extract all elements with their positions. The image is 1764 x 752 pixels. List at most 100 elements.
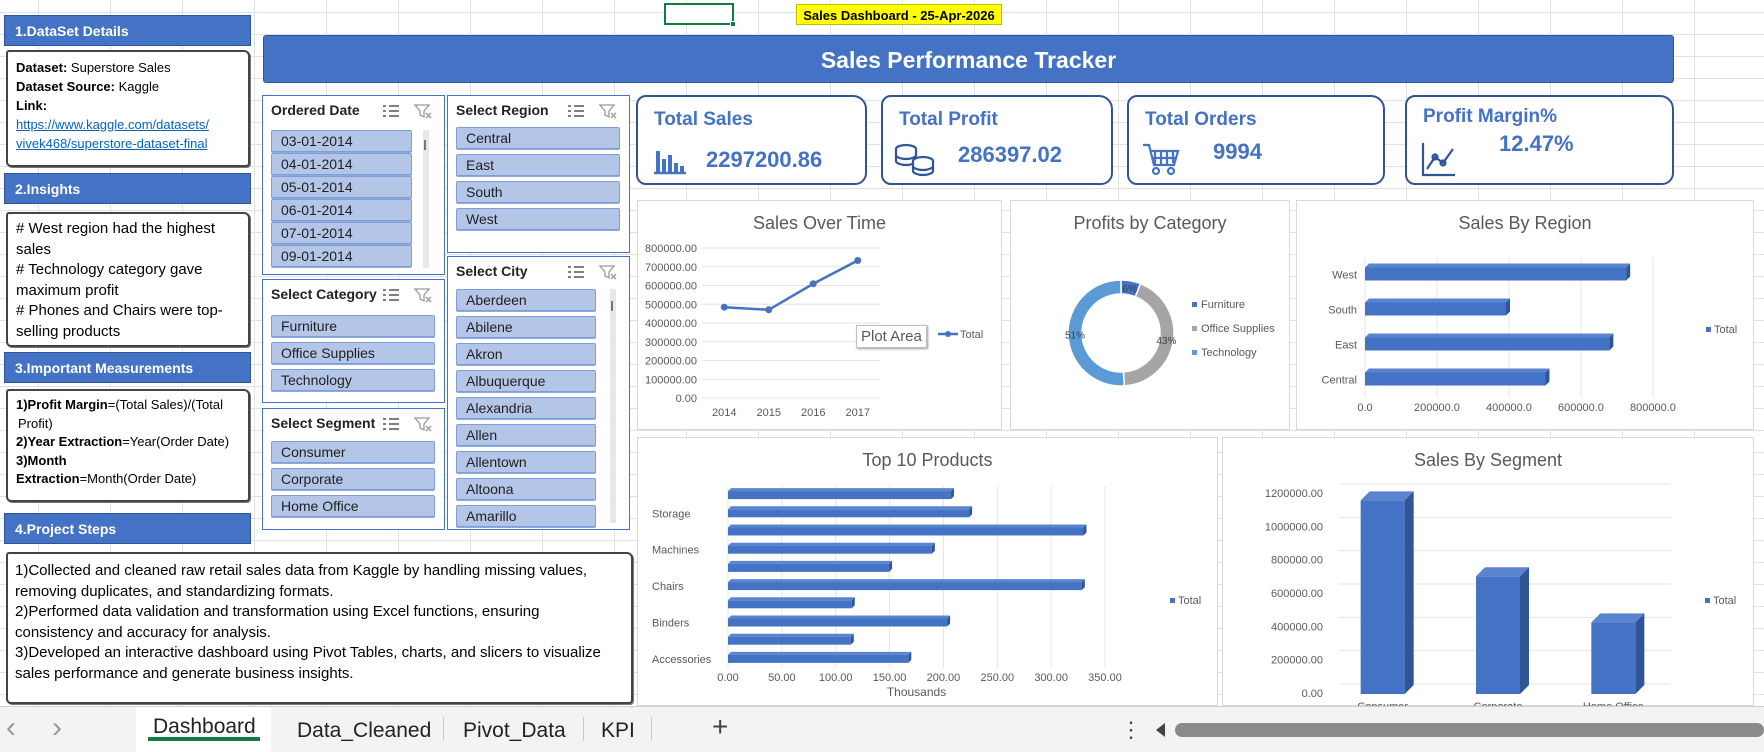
slicer-item[interactable]: 04-01-2014 xyxy=(271,153,412,175)
clear-filter-icon[interactable] xyxy=(413,102,433,120)
slicer-region[interactable]: Select Region Central East South West xyxy=(447,95,630,253)
clear-filter-icon[interactable] xyxy=(413,415,433,433)
slicer-item[interactable]: Allen xyxy=(456,424,596,446)
chart-sales-by-segment[interactable]: Sales By Segment 0.00 200000.00 400000.00 6… xyxy=(1222,437,1754,707)
sheet-options-menu[interactable]: ⋮ xyxy=(1120,717,1142,742)
slicer-title: Ordered Date xyxy=(271,102,360,118)
x-tick-label: 2014 xyxy=(712,407,736,419)
kpi-value: 286397.02 xyxy=(958,142,1062,167)
slicer-category[interactable]: Select Category Furniture Office Supplie… xyxy=(262,279,445,403)
bar-side xyxy=(1635,613,1645,694)
clear-filter-icon[interactable] xyxy=(598,102,618,120)
kpi-value: 9994 xyxy=(1213,139,1262,164)
slicer-ordered-date[interactable]: Ordered Date 03-01-2014 04-01-2014 05-01… xyxy=(262,95,445,275)
scroll-left-arrow[interactable] xyxy=(1156,723,1165,737)
bar xyxy=(728,636,851,645)
slicer-item[interactable]: Corporate xyxy=(271,468,435,490)
slicer-item[interactable]: Altoona xyxy=(456,478,596,500)
kpi-value: 2297200.86 xyxy=(706,147,823,172)
slicer-item[interactable]: Technology xyxy=(271,369,435,391)
next-sheet-button[interactable]: › xyxy=(52,711,62,744)
m3-label-2: Extraction xyxy=(16,471,80,486)
slicer-item[interactable]: Furniture xyxy=(271,315,435,337)
x-tick-label: 600000.0 xyxy=(1558,402,1604,414)
multi-select-icon[interactable] xyxy=(381,286,401,304)
slicer-item[interactable]: South xyxy=(456,181,620,203)
x-tick-label: 350.00 xyxy=(1088,672,1122,684)
y-tick-label: 200000.00 xyxy=(645,356,697,368)
step-line-5: 3)Developed an interactive dashboard usi… xyxy=(15,644,601,661)
steps-header: 4.Project Steps xyxy=(4,513,251,544)
clear-filter-icon[interactable] xyxy=(413,286,433,304)
kpi-profit-margin: Profit Margin% 12.47% xyxy=(1405,95,1674,185)
bar-top xyxy=(728,524,1087,528)
slicer-item[interactable]: 05-01-2014 xyxy=(271,176,412,198)
chart-title: Sales By Segment xyxy=(1413,450,1563,470)
horizontal-scrollbar[interactable] xyxy=(1175,723,1764,737)
data-label: 51% xyxy=(1065,330,1085,341)
kpi-title: Total Sales xyxy=(654,109,753,130)
y-tick-label: 600000.00 xyxy=(1271,588,1323,600)
bar-side xyxy=(947,615,951,627)
legend-label: Total xyxy=(1713,595,1736,607)
slicer-item[interactable]: Alexandria xyxy=(456,397,596,419)
add-sheet-button[interactable]: + xyxy=(712,711,729,742)
y-tick-label: 300000.00 xyxy=(645,337,697,349)
m1-value: =(Total Sales)/(Total xyxy=(107,397,223,412)
chart-sales-over-time[interactable]: Sales Over Time 0.00 100000.00 200000.00 30… xyxy=(637,200,1002,430)
series-line xyxy=(724,259,859,312)
slicer-item[interactable]: Allentown xyxy=(456,451,596,473)
bar-side xyxy=(1545,368,1550,386)
y-tick-label: 400000.00 xyxy=(1271,621,1323,633)
slicer-segment[interactable]: Select Segment Consumer Corporate Home O… xyxy=(262,408,445,530)
slicer-item[interactable]: West xyxy=(456,208,620,230)
chart-top-10-products[interactable]: Top 10 Products 0.00 50.00 100.00 150.00 200… xyxy=(637,437,1218,706)
coins-icon xyxy=(894,143,935,177)
slicer-item[interactable]: East xyxy=(456,154,620,176)
chart-sales-by-region[interactable]: Sales By Region 0.0 200000.0 400000.0 60000… xyxy=(1296,200,1754,430)
prev-sheet-button[interactable]: ‹ xyxy=(6,711,16,744)
clear-filter-icon[interactable] xyxy=(598,263,618,281)
slicer-item[interactable]: Akron xyxy=(456,343,596,365)
slicer-scrollbar[interactable] xyxy=(610,289,616,523)
slicer-item[interactable]: Office Supplies xyxy=(271,342,435,364)
slicer-item[interactable]: Abilene xyxy=(456,316,596,338)
slicer-item[interactable]: 07-01-2014 xyxy=(271,222,412,244)
slicer-city[interactable]: Select City Aberdeen Abilene Akron Albuq… xyxy=(447,256,630,530)
multi-select-icon[interactable] xyxy=(381,102,401,120)
slicer-title: Select Category xyxy=(271,286,377,302)
tab-data-cleaned[interactable]: Data_Cleaned xyxy=(297,719,432,742)
multi-select-icon[interactable] xyxy=(566,102,586,120)
multi-select-icon[interactable] xyxy=(381,415,401,433)
selected-cell[interactable] xyxy=(664,3,734,25)
slicer-item[interactable]: Aberdeen xyxy=(456,289,596,311)
plot-area-tooltip: Plot Area xyxy=(856,325,927,348)
slicer-item[interactable]: Amarillo xyxy=(456,505,596,527)
bar-side xyxy=(908,651,912,663)
slicer-scrollbar[interactable] xyxy=(423,130,429,268)
bar-side xyxy=(1404,491,1414,694)
x-tick-label: Corporate xyxy=(1474,701,1523,707)
bar-side xyxy=(931,542,935,554)
dataset-link[interactable]: https://www.kaggle.com/datasets/vivek468… xyxy=(16,117,209,151)
bar xyxy=(728,545,932,554)
slicer-item[interactable]: Albuquerque xyxy=(456,370,596,392)
slicer-item[interactable]: Central xyxy=(456,127,620,149)
tab-kpi[interactable]: KPI xyxy=(601,719,635,742)
bar-top xyxy=(728,560,893,564)
chart-profits-by-category[interactable]: Profits by Category 6% 43% 51% Furniture Off… xyxy=(1010,200,1290,430)
tab-dashboard[interactable]: Dashboard xyxy=(153,715,256,738)
slicer-item[interactable]: 09-01-2014 xyxy=(271,245,412,267)
m1-value-2: Profit) xyxy=(18,415,53,431)
slicer-item[interactable]: 06-01-2014 xyxy=(271,199,412,221)
multi-select-icon[interactable] xyxy=(566,263,586,281)
sheet-header-cell[interactable]: Sales Dashboard - 25-Apr-2026 xyxy=(796,4,1002,25)
slicer-item[interactable]: Home Office xyxy=(271,495,435,517)
x-tick-label: Consumer xyxy=(1357,701,1408,707)
selected-cell-handle[interactable] xyxy=(730,21,736,27)
legend-swatch xyxy=(1706,327,1711,332)
legend-label: Furniture xyxy=(1201,299,1245,311)
slicer-item[interactable]: 03-01-2014 xyxy=(271,130,412,152)
slicer-item[interactable]: Consumer xyxy=(271,441,435,463)
tab-pivot-data[interactable]: Pivot_Data xyxy=(463,719,566,742)
